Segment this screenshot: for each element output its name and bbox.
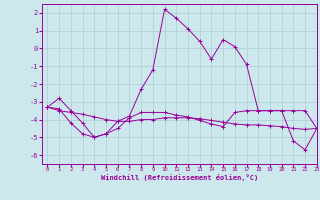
X-axis label: Windchill (Refroidissement éolien,°C): Windchill (Refroidissement éolien,°C): [100, 174, 258, 181]
